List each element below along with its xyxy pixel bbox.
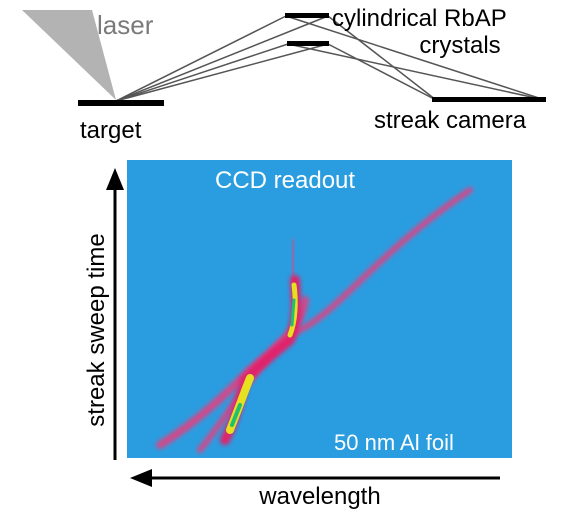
figure: laser target cylindrical RbAP crystals s… — [0, 0, 585, 514]
camera-bar — [432, 97, 546, 102]
crystal-bar — [285, 13, 329, 18]
target-label: target — [80, 117, 142, 144]
crystals-label: cylindrical RbAP — [332, 5, 507, 32]
laser-label: laser — [97, 10, 154, 40]
x-arrowhead — [130, 469, 152, 487]
crystal-bar — [287, 41, 329, 46]
x-axis-label: wavelength — [258, 483, 380, 510]
ccd-image — [127, 160, 512, 458]
y-axis-label: streak sweep time — [83, 233, 110, 426]
camera-label: streak camera — [374, 107, 527, 134]
crystals-label: crystals — [419, 32, 500, 59]
target-bar — [78, 100, 164, 106]
y-arrowhead — [106, 168, 124, 190]
filter-label: 50 nm Al foil — [334, 430, 454, 455]
image-title: CCD readout — [215, 167, 355, 194]
